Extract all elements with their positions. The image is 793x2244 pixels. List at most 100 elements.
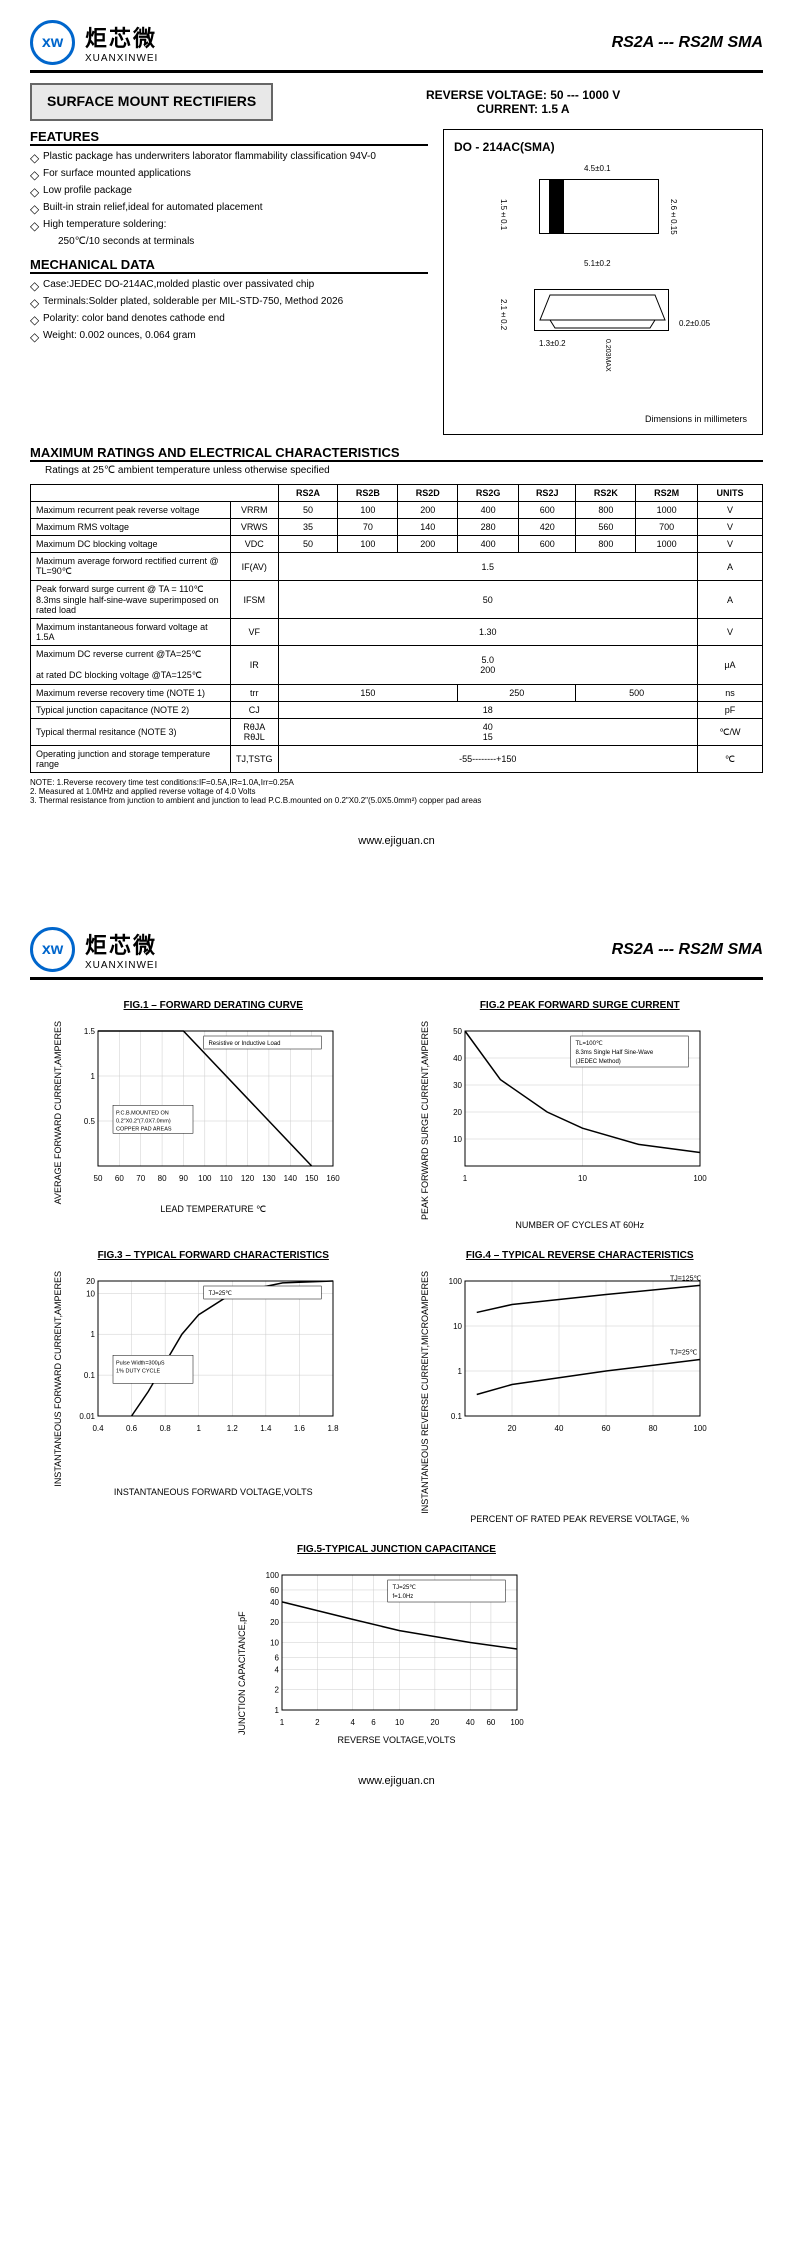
fig5-xlabel: REVERSE VOLTAGE,VOLTS (237, 1735, 557, 1745)
svg-text:20: 20 (507, 1424, 516, 1433)
svg-text:10: 10 (395, 1718, 404, 1727)
fig4-ylabel: INSTANTANEOUS REVERSE CURRENT,MICROAMPER… (420, 1271, 430, 1514)
fig2-title: FIG.2 PEAK FORWARD SURGE CURRENT (420, 1000, 740, 1011)
fig4-xlabel: PERCENT OF RATED PEAK REVERSE VOLTAGE, % (420, 1514, 740, 1524)
svg-text:1: 1 (279, 1718, 284, 1727)
svg-text:60: 60 (486, 1718, 495, 1727)
fig1-svg: 50607080901001101201301401501600.511.5Re… (63, 1021, 343, 1191)
table-notes: NOTE: 1.Reverse recovery time test condi… (30, 778, 763, 805)
package-diagram: DO - 214AC(SMA) 4.5±0.1 1.5±0.1 2.6±0.15… (443, 129, 763, 435)
svg-text:10: 10 (453, 1322, 462, 1331)
left-column: FEATURES ◇Plastic package has underwrite… (30, 129, 428, 435)
footer-url: www.ejiguan.cn (30, 835, 763, 847)
feature-item: ◇For surface mounted applications (30, 168, 428, 182)
svg-text:1.4: 1.4 (261, 1424, 273, 1433)
fig5-svg: 124610204060100124610204060100TJ=25℃f=1.… (247, 1565, 527, 1735)
fig3-svg: 0.40.60.811.21.41.61.80.010.111020TJ=25℃… (63, 1271, 343, 1441)
svg-text:TJ=125℃: TJ=125℃ (670, 1275, 702, 1282)
fig4-svg: 204060801000.1110100TJ=125℃TJ=25℃ (430, 1271, 710, 1441)
part-number-2: RS2A --- RS2M SMA (612, 941, 763, 959)
page-2: xw 炬芯微 XUANXINWEI RS2A --- RS2M SMA FIG.… (0, 907, 793, 1807)
dim-band: 1.5±0.1 (499, 199, 508, 230)
feature-item: ◇Built-in strain relief,ideal for automa… (30, 202, 428, 216)
svg-text:20: 20 (270, 1618, 279, 1627)
chart-fig5: FIG.5-TYPICAL JUNCTION CAPACITANCE JUNCT… (237, 1544, 557, 1745)
svg-text:0.2"X0.2"(7.0X7.0mm): 0.2"X0.2"(7.0X7.0mm) (116, 1118, 171, 1124)
svg-text:80: 80 (648, 1424, 657, 1433)
svg-text:100: 100 (693, 1174, 707, 1183)
svg-text:Resistive or Inductive Load: Resistive or Inductive Load (209, 1041, 281, 1047)
charts-row-3: FIG.5-TYPICAL JUNCTION CAPACITANCE JUNCT… (30, 1544, 763, 1745)
svg-text:40: 40 (465, 1718, 474, 1727)
svg-text:1.6: 1.6 (294, 1424, 306, 1433)
svg-text:10: 10 (86, 1289, 95, 1298)
svg-text:TJ=25℃: TJ=25℃ (392, 1585, 416, 1591)
company-name-en-2: XUANXINWEI (85, 960, 158, 971)
svg-text:6: 6 (274, 1653, 279, 1662)
fig2-svg: 1101001020304050TL=100℃8.3ms Single Half… (430, 1021, 710, 1191)
ratings-title: MAXIMUM RATINGS AND ELECTRICAL CHARACTER… (30, 445, 763, 462)
svg-text:4: 4 (274, 1665, 279, 1674)
chart-fig2: FIG.2 PEAK FORWARD SURGE CURRENT PEAK FO… (420, 1000, 740, 1230)
svg-text:(JEDEC Method): (JEDEC Method) (575, 1059, 620, 1065)
svg-text:1.2: 1.2 (227, 1424, 239, 1433)
part-number: RS2A --- RS2M SMA (612, 34, 763, 52)
spec-voltage: REVERSE VOLTAGE: 50 --- 1000 V (288, 88, 758, 102)
svg-text:TL=100℃: TL=100℃ (575, 1041, 603, 1047)
svg-text:60: 60 (270, 1586, 279, 1595)
chart-fig1: FIG.1 – FORWARD DERATING CURVE AVERAGE F… (53, 1000, 373, 1230)
mech-item: ◇Polarity: color band denotes cathode en… (30, 313, 428, 327)
svg-text:100: 100 (198, 1174, 212, 1183)
svg-text:10: 10 (578, 1174, 587, 1183)
svg-text:10: 10 (270, 1638, 279, 1647)
svg-text:10: 10 (453, 1135, 462, 1144)
svg-text:0.8: 0.8 (160, 1424, 172, 1433)
svg-text:60: 60 (115, 1174, 124, 1183)
feature-item: ◇Plastic package has underwriters labora… (30, 151, 428, 165)
svg-text:70: 70 (137, 1174, 146, 1183)
svg-text:6: 6 (371, 1718, 376, 1727)
charts-row-2: FIG.3 – TYPICAL FORWARD CHARACTERISTICS … (30, 1250, 763, 1524)
svg-text:20: 20 (430, 1718, 439, 1727)
svg-text:1: 1 (91, 1072, 96, 1081)
page-1: xw 炬芯微 XUANXINWEI RS2A --- RS2M SMA SURF… (0, 0, 793, 867)
svg-text:160: 160 (327, 1174, 341, 1183)
svg-text:0.5: 0.5 (84, 1117, 96, 1126)
svg-text:1: 1 (274, 1706, 279, 1715)
fig3-ylabel: INSTANTANEOUS FORWARD CURRENT,AMPERES (53, 1271, 63, 1487)
chart-fig3: FIG.3 – TYPICAL FORWARD CHARACTERISTICS … (53, 1250, 373, 1524)
fig3-title: FIG.3 – TYPICAL FORWARD CHARACTERISTICS (53, 1250, 373, 1261)
title-row: SURFACE MOUNT RECTIFIERS REVERSE VOLTAGE… (30, 83, 763, 121)
dim-bot-h: 2.1±0.2 (499, 299, 508, 330)
dim-thick: 0.203MAX (604, 339, 611, 372)
svg-text:2: 2 (274, 1685, 279, 1694)
svg-text:130: 130 (262, 1174, 276, 1183)
fig3-xlabel: INSTANTANEOUS FORWARD VOLTAGE,VOLTS (53, 1487, 373, 1497)
svg-text:8.3ms Single Half Sine-Wave: 8.3ms Single Half Sine-Wave (575, 1050, 653, 1056)
svg-text:2: 2 (315, 1718, 320, 1727)
svg-text:0.01: 0.01 (80, 1412, 96, 1421)
svg-text:1: 1 (197, 1424, 202, 1433)
svg-text:120: 120 (241, 1174, 255, 1183)
fig1-xlabel: LEAD TEMPERATURE ℃ (53, 1204, 373, 1215)
mech-item: ◇Weight: 0.002 ounces, 0.064 gram (30, 330, 428, 344)
specs: REVERSE VOLTAGE: 50 --- 1000 V CURRENT: … (283, 83, 763, 121)
svg-text:TJ=25℃: TJ=25℃ (670, 1350, 698, 1357)
header: xw 炬芯微 XUANXINWEI RS2A --- RS2M SMA (30, 20, 763, 73)
company-logo-2: xw (30, 927, 75, 972)
svg-text:100: 100 (448, 1277, 462, 1286)
dim-lead-w: 1.3±0.2 (539, 339, 566, 348)
svg-text:20: 20 (453, 1108, 462, 1117)
features-title: FEATURES (30, 129, 428, 146)
fig2-xlabel: NUMBER OF CYCLES AT 60Hz (420, 1220, 740, 1230)
svg-text:80: 80 (158, 1174, 167, 1183)
fig4-title: FIG.4 – TYPICAL REVERSE CHARACTERISTICS (420, 1250, 740, 1261)
svg-text:COPPER PAD AREAS: COPPER PAD AREAS (116, 1126, 172, 1132)
company-name-cn-2: 炬芯微 (85, 928, 158, 960)
fig5-title: FIG.5-TYPICAL JUNCTION CAPACITANCE (237, 1544, 557, 1555)
mech-item: ◇Case:JEDEC DO-214AC,molded plastic over… (30, 279, 428, 293)
svg-text:40: 40 (270, 1598, 279, 1607)
side-outline (534, 289, 669, 331)
dim-top-h: 2.6±0.15 (669, 199, 678, 235)
mech-list: ◇Case:JEDEC DO-214AC,molded plastic over… (30, 279, 428, 344)
